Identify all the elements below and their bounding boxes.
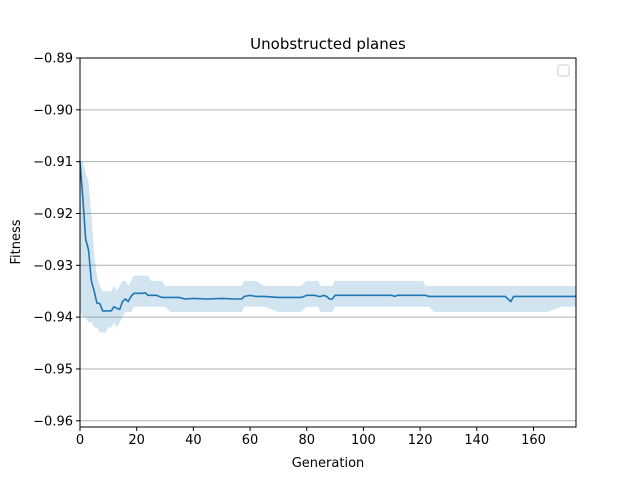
confidence-band xyxy=(80,161,576,333)
x-tick-label: 120 xyxy=(408,433,433,448)
x-tick-label: 80 xyxy=(298,433,315,448)
chart-title: Unobstructed planes xyxy=(250,35,406,53)
plot-frame xyxy=(79,57,577,428)
legend-box xyxy=(557,64,570,77)
mean-line xyxy=(79,161,576,312)
band-group xyxy=(80,161,576,333)
y-axis-label: Fitness xyxy=(9,219,24,264)
grid xyxy=(80,57,576,422)
x-tick-label: 40 xyxy=(185,433,202,448)
y-tick-label: −0.94 xyxy=(33,311,73,326)
y-tick-label: −0.90 xyxy=(33,103,73,118)
y-tick-label: −0.93 xyxy=(33,259,73,274)
y-tick-label: −0.91 xyxy=(33,155,73,170)
line-group xyxy=(79,161,576,312)
x-axis-label: Generation xyxy=(292,456,365,471)
x-tick-label: 100 xyxy=(351,433,376,448)
y-tick-label: −0.92 xyxy=(33,207,73,222)
y-axis: −0.89 −0.90 −0.91 −0.92 −0.93 −0.94 −0.95 −0.96 xyxy=(33,52,80,429)
x-tick-label: 60 xyxy=(242,433,259,448)
x-axis: 0 20 40 60 80 100 120 140 160 xyxy=(76,427,546,448)
x-tick-label: 140 xyxy=(464,433,489,448)
y-tick-label: −0.96 xyxy=(33,414,73,429)
x-tick-label: 160 xyxy=(521,433,546,448)
y-tick-label: −0.89 xyxy=(33,52,73,67)
y-tick-label: −0.95 xyxy=(33,362,73,377)
x-tick-label: 0 xyxy=(76,433,84,448)
x-tick-label: 20 xyxy=(128,433,145,448)
